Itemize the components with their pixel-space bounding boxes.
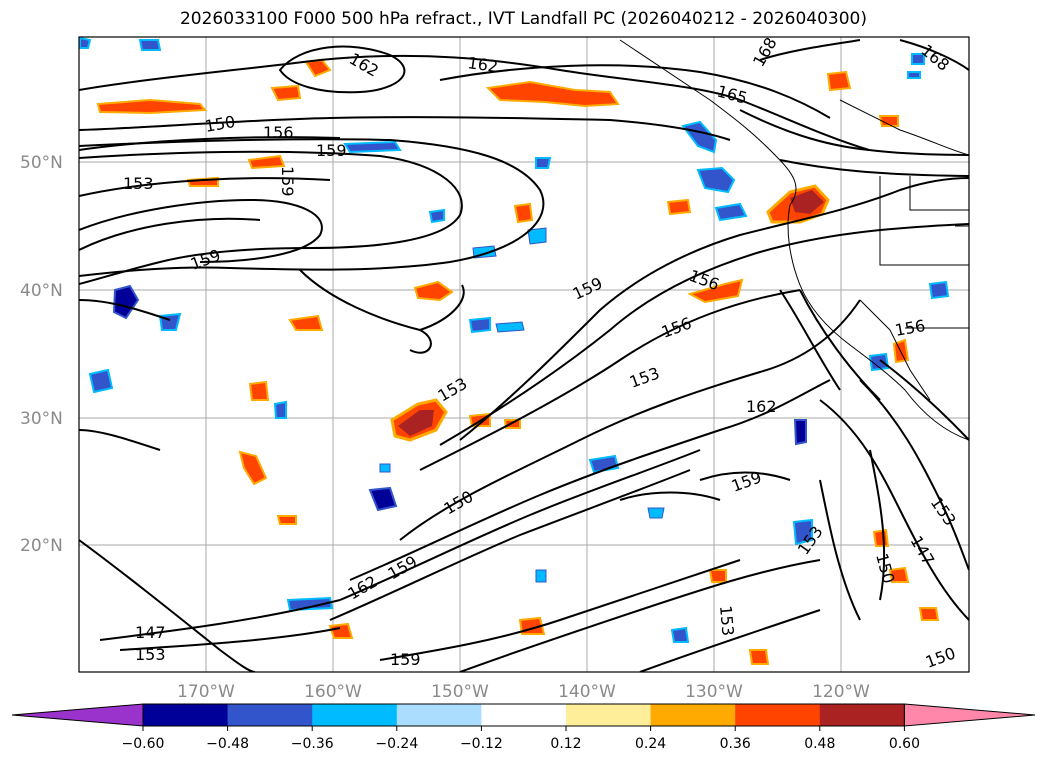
colorbar-tick-label: 0.24 — [635, 736, 666, 752]
lat-labels: 50°N 40°N 30°N 20°N — [20, 153, 63, 556]
lat-label: 30°N — [20, 409, 63, 429]
contour-label: 153 — [123, 174, 154, 193]
colorbar-tick-label: −0.12 — [460, 736, 503, 752]
lat-label: 40°N — [20, 281, 63, 301]
colorbar-segment — [312, 704, 398, 726]
colorbar-outline — [142, 703, 905, 727]
colorbar-segment — [481, 704, 567, 726]
colorbar-segment — [143, 704, 229, 726]
contour-label: 159 — [316, 141, 347, 160]
colorbar-segment — [735, 704, 821, 726]
contour-label: 153 — [716, 605, 738, 637]
colorbar-segment — [819, 704, 905, 726]
colorbar-tick-label: −0.60 — [122, 736, 165, 752]
contour-label: 159 — [390, 650, 421, 669]
lon-label: 120°W — [812, 682, 870, 702]
colorbar — [11, 703, 1036, 727]
map-title: 2026033100 F000 500 hPa refract., IVT La… — [179, 9, 867, 29]
lon-label: 160°W — [304, 682, 362, 702]
lat-label: 20°N — [20, 536, 63, 556]
map-frame — [78, 36, 970, 673]
colorbar-tick-label: 0.48 — [804, 736, 835, 752]
contour-label: 159 — [278, 166, 297, 197]
coastlines — [619, 39, 969, 441]
contour-label: 162 — [466, 53, 499, 76]
contour-label: 153 — [135, 645, 166, 664]
colorbar-tick-label: −0.24 — [375, 736, 418, 752]
lon-label: 150°W — [431, 682, 489, 702]
height-contours — [79, 39, 969, 672]
colorbar-tick-label: 0.36 — [720, 736, 751, 752]
colorbar-segment — [396, 704, 482, 726]
lat-label: 50°N — [20, 153, 63, 173]
colorbar-segment — [566, 704, 652, 726]
contour-label: 156 — [263, 123, 294, 142]
colorbar-segment — [227, 704, 313, 726]
colorbar-ticks: −0.60 −0.48 −0.36 −0.24 −0.12 0.12 0.24 0.36 0.4… — [122, 726, 920, 752]
lon-labels: 170°W 160°W 150°W 140°W 130°W 120°W — [177, 682, 870, 702]
lon-label: 130°W — [685, 682, 743, 702]
lon-label: 140°W — [558, 682, 616, 702]
contour-label: 162 — [746, 397, 777, 416]
colorbar-extend-low — [11, 703, 144, 727]
colorbar-tick-label: −0.48 — [206, 736, 249, 752]
contour-label: 147 — [135, 623, 166, 642]
lon-label: 170°W — [177, 682, 235, 702]
map-area — [79, 37, 969, 672]
colorbar-tick-label: 0.12 — [550, 736, 581, 752]
colorbar-tick-label: −0.36 — [291, 736, 334, 752]
colorbar-tick-label: 0.60 — [889, 736, 920, 752]
colorbar-segment — [650, 704, 736, 726]
colorbar-extend-high — [903, 703, 1036, 727]
